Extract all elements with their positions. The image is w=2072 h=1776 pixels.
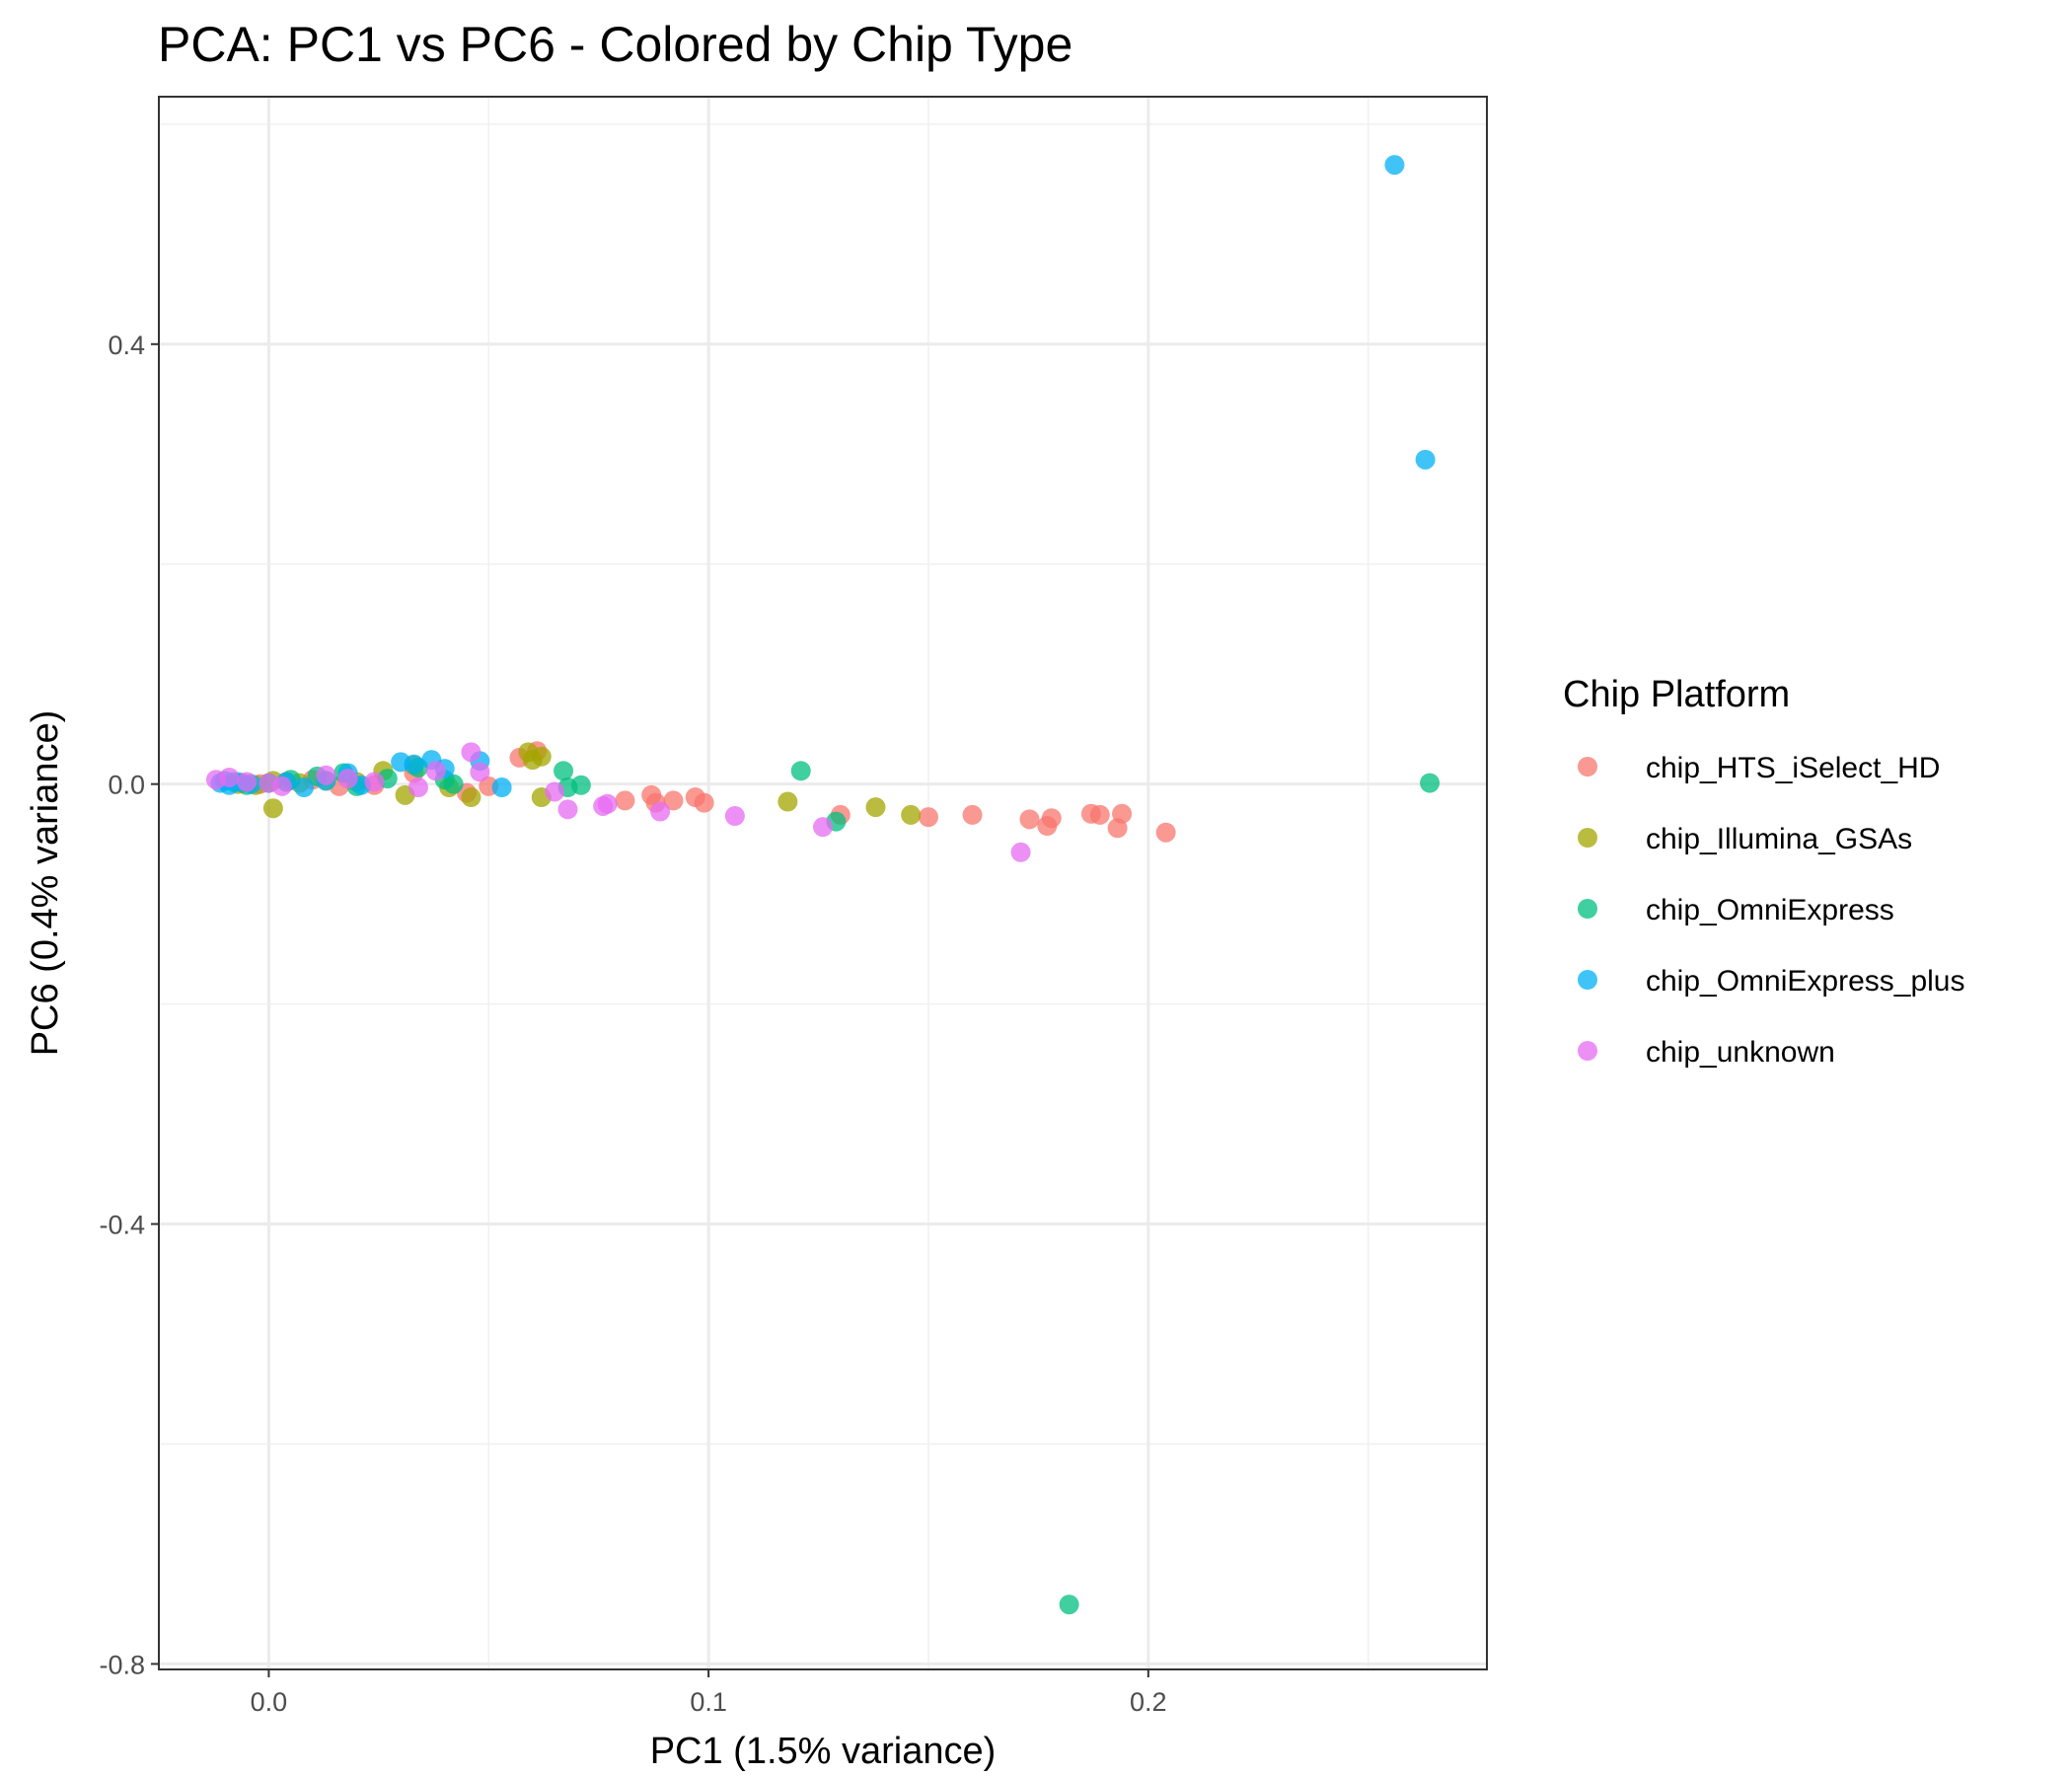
data-point [1155,822,1176,843]
data-point [597,793,618,814]
data-point [694,792,714,813]
legend-key [1578,757,1597,777]
plot-panel [158,96,1488,1670]
x-tick-label: 0.1 [690,1687,727,1717]
legend-label: chip_unknown [1646,1036,1835,1069]
data-point [461,742,481,763]
data-point [901,804,922,825]
data-point [777,791,798,812]
data-point [1019,809,1040,830]
y-tick-label: 0.4 [108,331,145,360]
data-point [294,777,315,798]
data-point [570,775,591,795]
data-point [545,781,565,802]
data-point [813,817,833,838]
data-point [443,774,464,794]
chart-title: PCA: PC1 vs PC6 - Colored by Chip Type [158,17,1073,72]
data-point [554,761,574,781]
data-point [1059,1594,1079,1615]
legend: Chip Platform chip_HTS_iSelect_HD chip_Il… [1563,674,1964,1069]
data-point [724,806,745,827]
data-point [364,772,385,792]
data-point [663,790,684,811]
legend-key [1578,1041,1597,1061]
data-point [1089,804,1110,825]
legend-label: chip_OmniExpress_plus [1646,965,1964,998]
data-point [461,787,481,808]
data-point [337,769,358,789]
data-point [262,798,283,819]
data-point [1384,155,1405,176]
data-point [962,804,983,825]
data-point [557,799,578,820]
y-tick-label: 0.0 [108,771,145,800]
data-point [271,776,292,796]
data-point [219,767,240,787]
grid-lines [159,97,1487,1669]
legend-items: chip_HTS_iSelect_HD chip_Illumina_GSAschi… [1578,752,1964,1069]
data-point [404,754,424,775]
data-point [425,761,446,781]
legend-title: Chip Platform [1563,674,1790,715]
data-points [205,155,1441,1615]
data-point [316,765,336,785]
legend-label: chip_OmniExpress [1646,894,1894,926]
data-point [1010,842,1031,862]
legend-label: chip_HTS_iSelect_HD [1646,752,1940,784]
legend-key [1578,970,1597,990]
legend-key [1578,899,1597,919]
legend-key [1578,828,1597,848]
panel-background [159,97,1487,1669]
data-point [491,777,512,798]
data-point [650,801,671,822]
y-tick-label: -0.8 [99,1650,145,1679]
x-axis-title: PC1 (1.5% variance) [650,1731,997,1772]
panel-border [158,96,1488,1670]
data-point [531,746,552,767]
data-point [1415,449,1436,470]
y-tick-label: -0.4 [99,1211,145,1240]
data-point [1041,808,1062,829]
data-point [615,790,635,811]
data-point [237,772,258,792]
data-point [918,807,938,828]
x-tick-label: 0.2 [1130,1687,1167,1717]
y-axis-title: PC6 (0.4% variance) [25,710,66,1057]
data-point [865,797,886,818]
x-axis: 0.0 0.1 0.2 [251,1669,1167,1717]
legend-label: chip_Illumina_GSAs [1646,823,1912,855]
y-axis: -0.8 -0.4 0.0 0.4 [99,331,159,1679]
data-point [790,761,811,781]
data-point [1420,773,1441,793]
x-tick-label: 0.0 [251,1687,288,1717]
data-point [407,777,428,798]
data-point [1112,803,1133,824]
data-point [470,762,490,782]
